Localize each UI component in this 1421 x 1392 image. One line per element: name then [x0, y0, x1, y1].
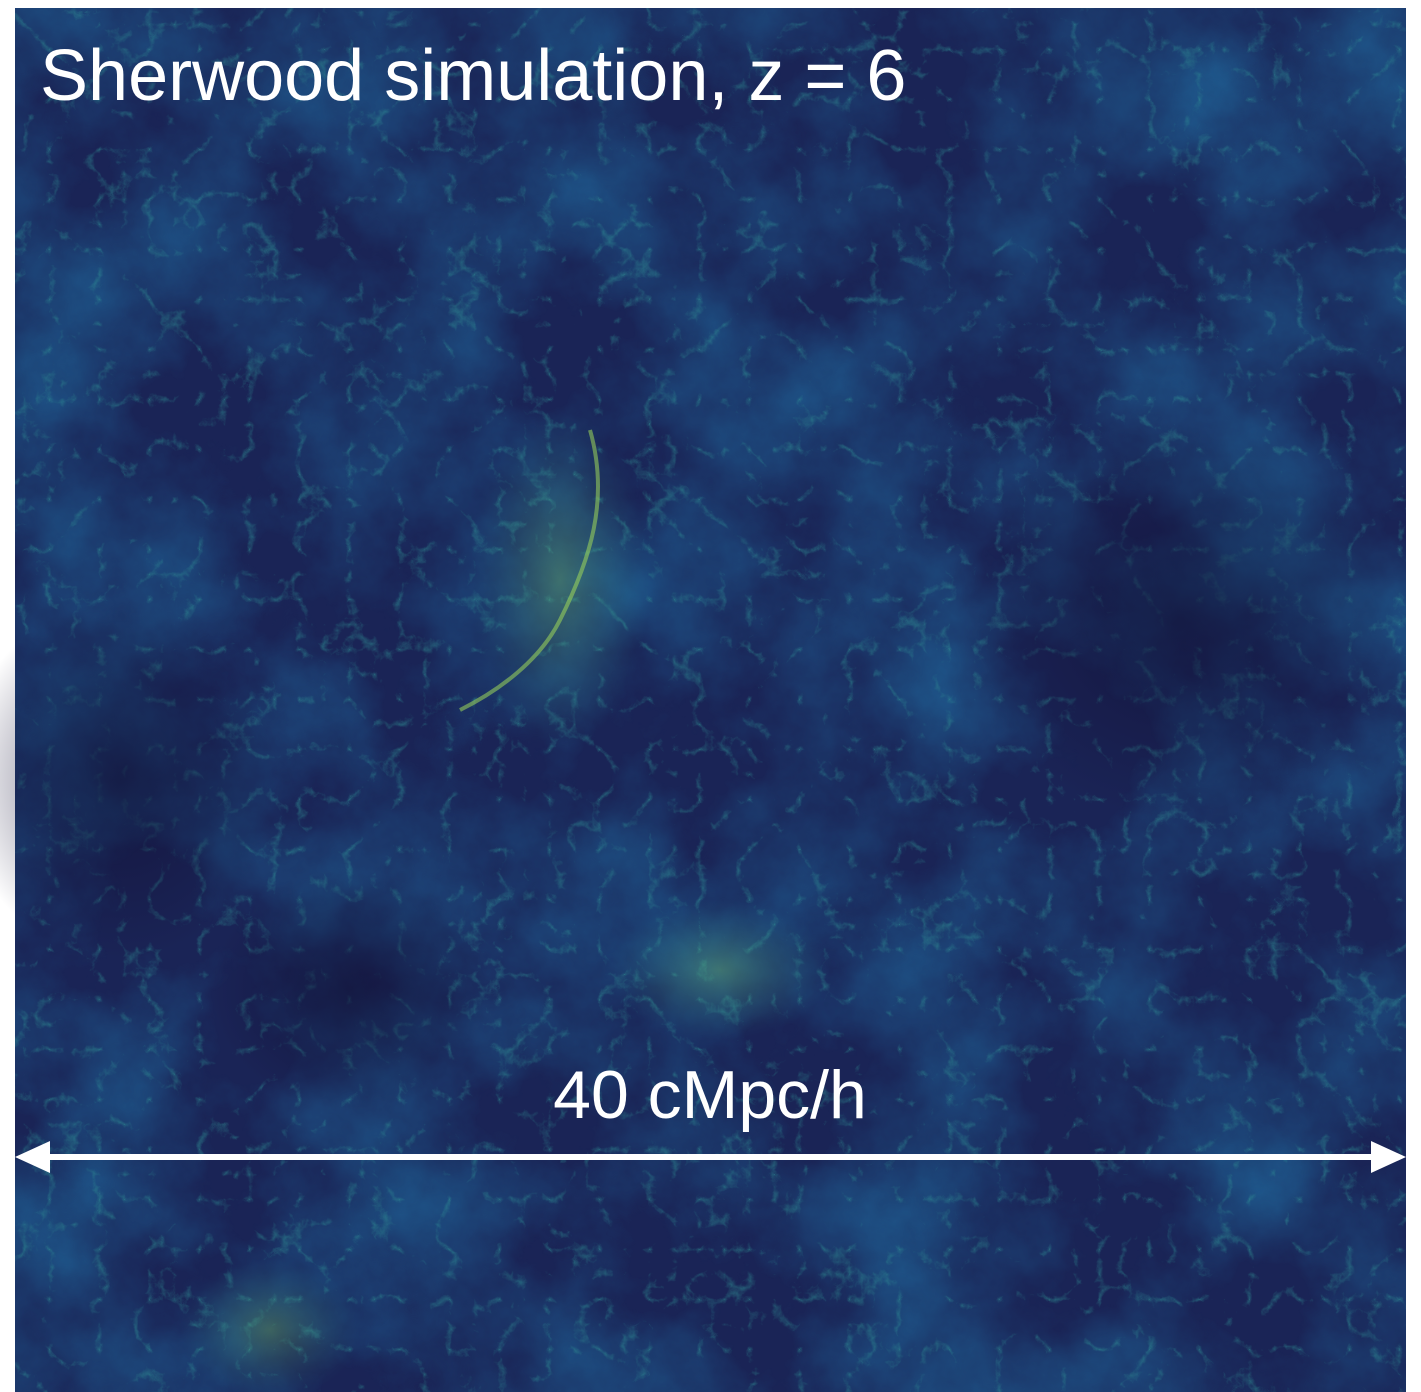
page: Sherwood simulation, z = 6 40 cMpc/h (()… — [0, 0, 1421, 1392]
simulation-image — [0, 8, 1406, 1392]
figure: Sherwood simulation, z = 6 40 cMpc/h — [0, 0, 1421, 1392]
void — [210, 870, 490, 1110]
title: Sherwood simulation, z = 6 — [40, 36, 906, 116]
scale-label: 40 cMpc/h — [553, 1057, 867, 1133]
filament — [610, 900, 830, 1040]
filament — [470, 410, 650, 750]
void — [960, 420, 1400, 820]
